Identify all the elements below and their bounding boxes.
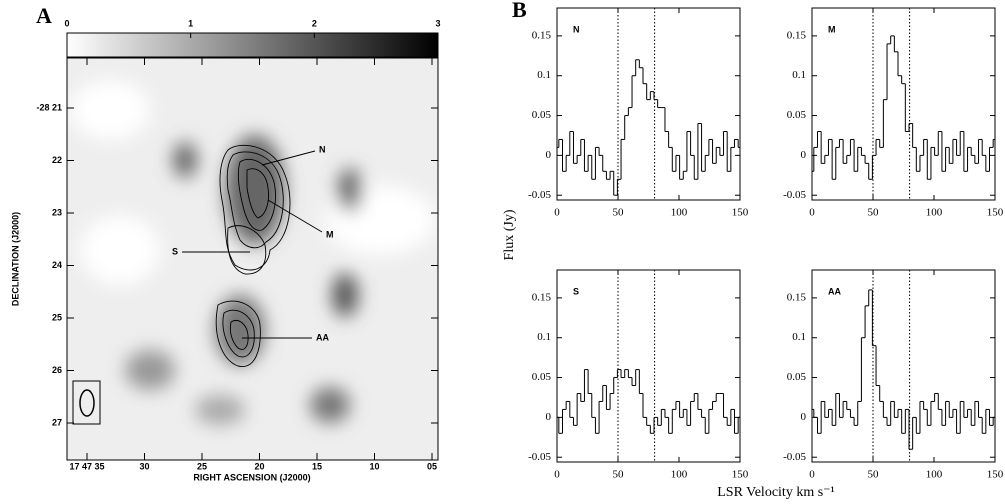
y-tick-label: 0.15 <box>787 291 807 303</box>
x-tick-label: 50 <box>613 469 625 481</box>
y-tick-label: -0.05 <box>783 189 806 201</box>
y-tick-label: -0.05 <box>528 451 551 463</box>
x-tick-label: 17 47 35 <box>69 461 104 471</box>
x-axis-title: RIGHT ASCENSION (J2000) <box>193 472 310 482</box>
colorbar-tick-label: 2 <box>312 18 317 28</box>
y-axis-title: Flux (Jy) <box>502 209 517 260</box>
x-tick-label: 05 <box>427 461 437 471</box>
beam <box>79 389 95 417</box>
x-tick-label: 100 <box>926 207 943 219</box>
y-tick-label: 27 <box>52 417 62 427</box>
x-tick-label: 50 <box>613 207 625 219</box>
y-tick-label: 0.15 <box>532 291 552 303</box>
annotation-lines <box>182 150 323 339</box>
colorbar-tick-label: 1 <box>188 18 193 28</box>
x-axis-title: LSR Velocity km s⁻¹ <box>717 485 835 500</box>
y-tick-label: 0 <box>801 411 807 423</box>
x-tick-label: 15 <box>312 461 322 471</box>
plot-title: M <box>828 24 836 34</box>
x-tick-label: 150 <box>987 469 1004 481</box>
y-tick-label: 26 <box>52 365 62 375</box>
panel-label: A <box>36 3 52 28</box>
colorbar-tick-label: 0 <box>64 18 69 28</box>
y-tick-label: 0.05 <box>532 371 552 383</box>
y-tick-label: 0.1 <box>537 331 551 343</box>
annotation: N <box>319 144 326 154</box>
x-tick-label: 0 <box>554 469 560 481</box>
y-tick-label: 0 <box>546 149 552 161</box>
map-frame <box>66 57 439 461</box>
plot-title: S <box>573 286 579 296</box>
x-tick-label: 0 <box>554 207 560 219</box>
y-tick-label: 0.1 <box>792 331 806 343</box>
y-tick-label: 0.05 <box>532 109 552 121</box>
x-tick-label: 150 <box>732 207 749 219</box>
x-tick-label: 30 <box>139 461 149 471</box>
beam-box <box>72 380 101 425</box>
y-tick-label: -0.05 <box>783 451 806 463</box>
y-tick-label: 24 <box>52 260 62 270</box>
y-tick-label: -28 21 <box>36 102 62 112</box>
y-tick-label: 0 <box>801 149 807 161</box>
x-tick-label: 100 <box>671 469 688 481</box>
plot-frame <box>811 7 996 201</box>
y-tick-label: 0.05 <box>787 109 807 121</box>
x-tick-label: 20 <box>254 461 264 471</box>
panel-label: B <box>512 0 527 22</box>
annotation: M <box>326 229 334 239</box>
colorbar <box>66 32 439 58</box>
x-tick-label: 25 <box>197 461 207 471</box>
y-tick-label: 0.1 <box>792 69 806 81</box>
x-tick-label: 0 <box>809 469 815 481</box>
x-tick-label: 100 <box>671 207 688 219</box>
y-tick-label: 0 <box>546 411 552 423</box>
y-tick-label: -0.05 <box>528 189 551 201</box>
x-tick-label: 150 <box>732 469 749 481</box>
annotation: AA <box>316 332 329 342</box>
x-tick-label: 50 <box>868 207 880 219</box>
x-tick-label: 10 <box>369 461 379 471</box>
map-image <box>67 58 438 460</box>
plot-frame <box>811 269 996 463</box>
x-tick-label: 50 <box>868 469 880 481</box>
x-tick-label: 0 <box>809 207 815 219</box>
plot-frame <box>556 269 741 463</box>
y-axis-title: DECLINATION (J2000) <box>10 212 20 306</box>
y-tick-label: 25 <box>52 312 62 322</box>
y-tick-label: 0.15 <box>787 29 807 41</box>
annotation: S <box>172 246 178 256</box>
x-tick-label: 100 <box>926 469 943 481</box>
x-tick-label: 150 <box>987 207 1004 219</box>
y-tick-label: 23 <box>52 207 62 217</box>
plot-title: N <box>573 24 580 34</box>
colorbar-tick-label: 3 <box>435 18 440 28</box>
y-tick-label: 22 <box>52 155 62 165</box>
plot-frame <box>556 7 741 201</box>
plot-title: AA <box>828 286 841 296</box>
y-tick-label: 0.05 <box>787 371 807 383</box>
y-tick-label: 0.15 <box>532 29 552 41</box>
y-tick-label: 0.1 <box>537 69 551 81</box>
